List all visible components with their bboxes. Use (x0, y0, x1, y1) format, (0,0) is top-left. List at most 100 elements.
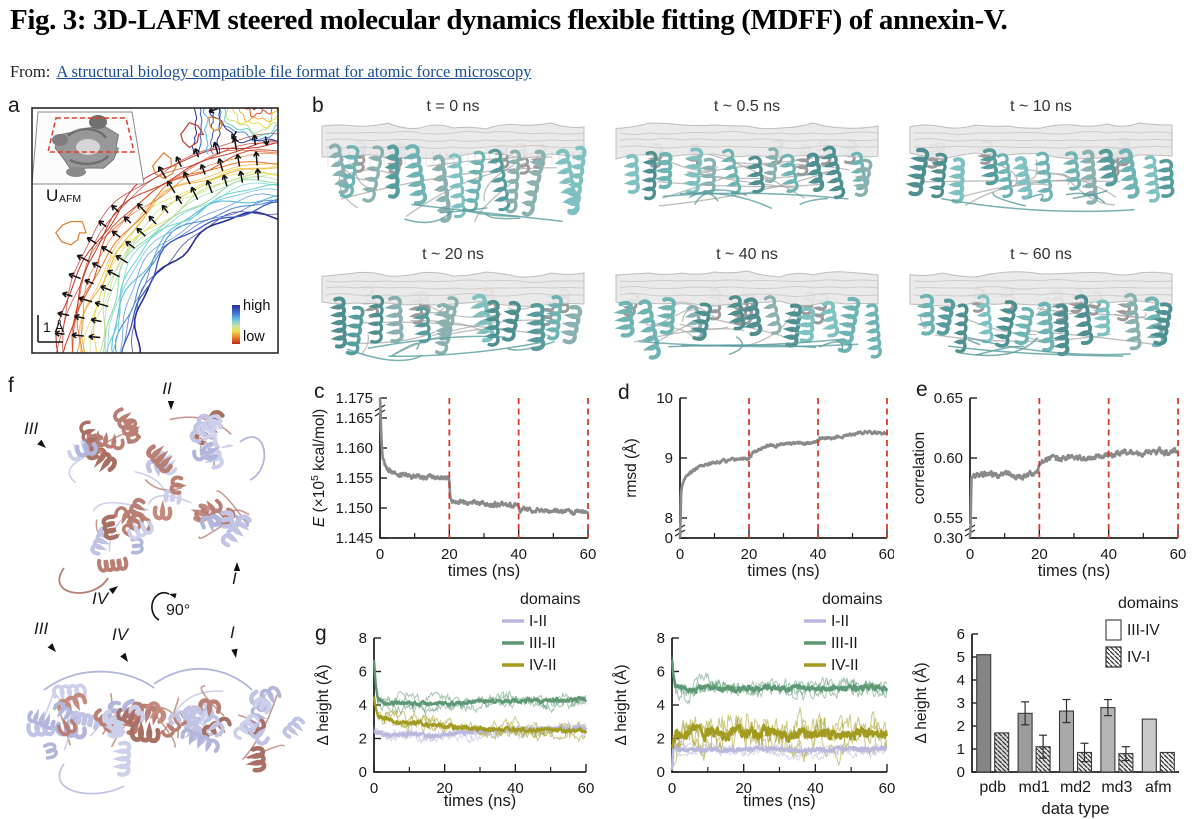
svg-text:0: 0 (966, 546, 974, 563)
svg-text:60: 60 (580, 546, 597, 563)
svg-text:20: 20 (436, 780, 453, 797)
structure-frame-1 (600, 116, 894, 232)
svg-text:IV-I: IV-I (1127, 649, 1150, 666)
svg-text:IV-II: IV-II (529, 657, 557, 674)
svg-text:1.150: 1.150 (335, 500, 373, 517)
svg-text:2: 2 (359, 731, 367, 748)
svg-text:md3: md3 (1101, 779, 1132, 796)
panel-label-f: f (8, 374, 14, 397)
svg-text:0: 0 (370, 780, 378, 797)
svg-text:0: 0 (657, 764, 665, 781)
correlation-chart: 0 20 40 60 0.55 0.60 0.65 0.30 correlation times … (890, 378, 1192, 595)
panel-label-a: a (8, 94, 20, 117)
svg-text:6: 6 (359, 664, 367, 681)
svg-text:40: 40 (1100, 546, 1117, 563)
figure-title: Fig. 3: 3D-LAFM steered molecular dynami… (10, 4, 1008, 36)
structure-frame-2 (894, 116, 1188, 232)
svg-text:0: 0 (376, 546, 384, 563)
svg-text:1.160: 1.160 (335, 440, 373, 457)
frame-title-2: t ~ 10 ns (1010, 98, 1072, 115)
svg-text:90°: 90° (166, 602, 190, 619)
delta-height-bar-chart: 0 1 2 3 4 5 6 Δ height (Å) pdb md1 md2 md3 afm data t… (912, 588, 1200, 819)
svg-text:Δ height (Å): Δ height (Å) (913, 662, 930, 743)
svg-text:1.145: 1.145 (335, 530, 373, 547)
svg-text:8: 8 (665, 510, 673, 527)
afm-potential-map-panel: U AFM 1 Å high low (6, 96, 298, 368)
svg-text:1.175: 1.175 (335, 390, 373, 407)
svg-text:Δ height (Å): Δ height (Å) (613, 664, 630, 745)
mdff-snapshots-panel: t = 0 ns t ~ 0.5 ns t ~ 10 ns t ~ 20 ns … (306, 96, 1200, 368)
svg-text:II: II (162, 379, 172, 398)
svg-text:I-II: I-II (831, 613, 849, 630)
svg-text:IV: IV (112, 625, 130, 644)
frame-title-4: t ~ 40 ns (716, 246, 778, 263)
delta-height-chart-1: 0 20 40 60 0 2 4 6 8 Δ height (Å) times (ns) domain… (312, 588, 598, 819)
panel-label-e: e (916, 378, 928, 401)
svg-text:2: 2 (657, 731, 665, 748)
svg-text:afm: afm (1145, 779, 1172, 796)
svg-text:domains: domains (822, 591, 882, 608)
frame-title-0: t = 0 ns (426, 98, 480, 115)
scalebar-label: 1 Å (43, 319, 65, 335)
svg-text:times (ns): times (ns) (747, 562, 819, 580)
panel-label-g: g (315, 622, 327, 645)
svg-text:60: 60 (879, 780, 896, 797)
svg-text:IV-II: IV-II (831, 657, 859, 674)
svg-text:20: 20 (1031, 546, 1048, 563)
svg-text:0.60: 0.60 (934, 450, 963, 467)
svg-text:10: 10 (656, 390, 673, 407)
svg-text:0: 0 (957, 764, 965, 781)
svg-text:8: 8 (657, 630, 665, 647)
frame-title-5: t ~ 60 ns (1010, 246, 1072, 263)
svg-text:60: 60 (1170, 546, 1187, 563)
svg-text:20: 20 (735, 780, 752, 797)
svg-text:domains: domains (520, 591, 580, 608)
svg-text:20: 20 (441, 546, 458, 563)
svg-text:Δ height (Å): Δ height (Å) (315, 664, 332, 745)
colorbar-high-label: high (243, 298, 271, 314)
svg-text:4: 4 (657, 697, 665, 714)
source-line: From: A structural biology compatible fil… (10, 62, 531, 82)
svg-text:domains: domains (1118, 595, 1178, 612)
frame-title-1: t ~ 0.5 ns (713, 98, 781, 115)
svg-text:6: 6 (957, 626, 965, 643)
rmsd-chart: 0 20 40 60 8 9 10 0 rmsd (Å) times (ns) (598, 378, 895, 595)
svg-text:40: 40 (507, 780, 524, 797)
svg-text:data type: data type (1042, 800, 1110, 818)
colorbar-low-label: low (243, 329, 265, 345)
panel-label-d: d (618, 381, 630, 404)
structure-frame-5 (894, 264, 1188, 364)
svg-text:III: III (34, 619, 48, 638)
svg-text:60: 60 (578, 780, 595, 797)
svg-text:times (ns): times (ns) (1038, 562, 1110, 580)
svg-text:III-IV: III-IV (1127, 622, 1160, 639)
svg-text:0.30: 0.30 (934, 530, 963, 547)
svg-text:E (×105 kcal/mol): E (×105 kcal/mol) (309, 409, 328, 527)
structure-frame-0 (306, 116, 600, 232)
svg-text:40: 40 (807, 780, 824, 797)
svg-text:I-II: I-II (529, 613, 547, 630)
svg-text:0.55: 0.55 (934, 510, 963, 527)
from-label: From: (10, 62, 51, 81)
uafm-subscript: AFM (59, 193, 82, 205)
source-article-link[interactable]: A structural biology compatible file for… (56, 62, 532, 81)
uafm-label: U (46, 186, 59, 205)
structure-frame-3 (306, 264, 600, 364)
svg-text:4: 4 (957, 672, 965, 689)
svg-text:I: I (232, 569, 237, 588)
svg-text:0.65: 0.65 (934, 390, 963, 407)
svg-text:times (ns): times (ns) (448, 562, 520, 580)
svg-text:IV: IV (92, 589, 110, 608)
svg-text:2: 2 (957, 718, 965, 735)
svg-text:0: 0 (676, 546, 684, 563)
svg-text:60: 60 (879, 546, 894, 563)
svg-text:1: 1 (957, 741, 965, 758)
svg-text:md2: md2 (1060, 779, 1091, 796)
svg-text:1.165: 1.165 (335, 410, 373, 427)
svg-text:6: 6 (657, 664, 665, 681)
panel-label-b: b (312, 94, 324, 117)
svg-text:III: III (24, 419, 38, 438)
svg-text:40: 40 (510, 546, 527, 563)
svg-text:correlation: correlation (911, 432, 928, 504)
svg-text:III-II: III-II (529, 635, 556, 652)
